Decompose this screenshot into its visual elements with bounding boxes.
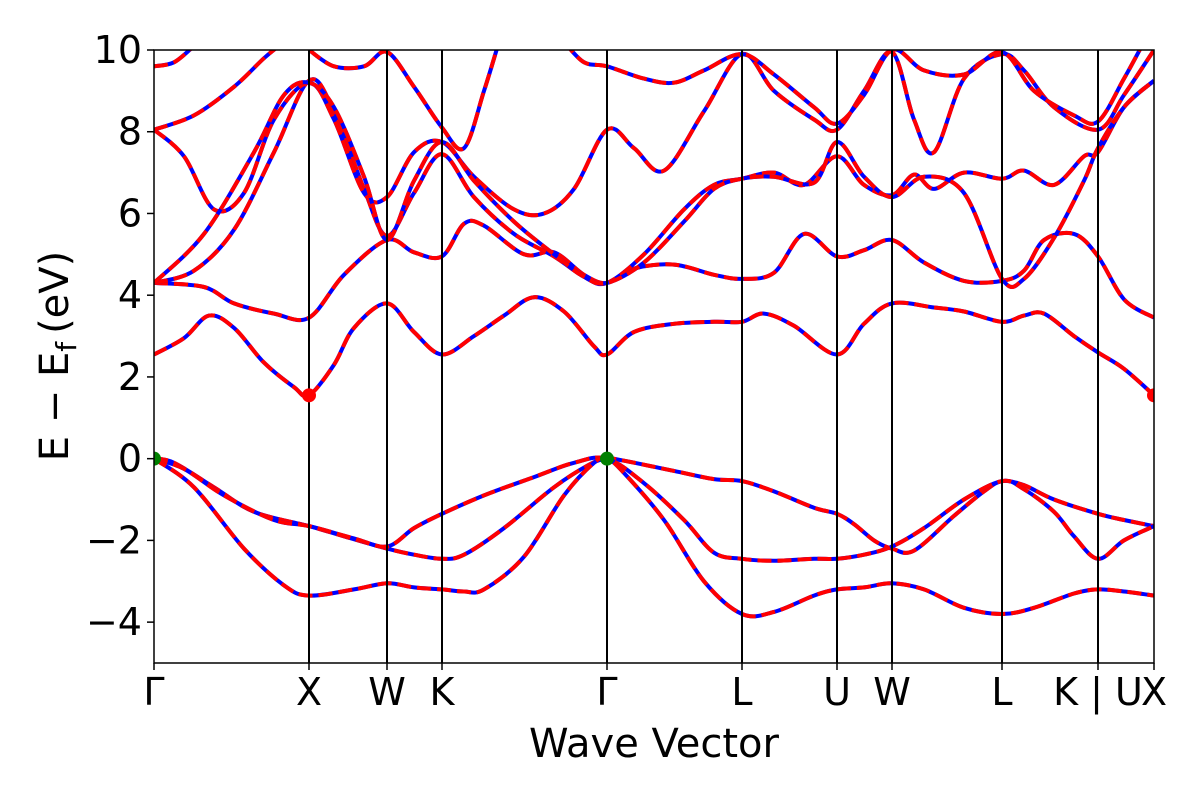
markers-group [154, 388, 1154, 466]
band-5-line [154, 77, 1154, 287]
x-tick-label-8: L [991, 670, 1012, 714]
y-tick-label-2: 0 [118, 437, 142, 481]
x-tick-label-2: W [368, 670, 406, 714]
bands-group [154, 50, 1154, 619]
x-tick-label-5: L [731, 670, 752, 714]
kpoint-lines-group [308, 50, 1099, 663]
band-4-line [154, 218, 1154, 323]
y-tick-label-5: 6 [118, 191, 142, 235]
band-6-line [154, 50, 1154, 218]
y-tick-label-7: 10 [94, 28, 142, 72]
plot-frame [153, 49, 1155, 664]
band-edge-marker-0 [154, 451, 161, 466]
x-axis-label: Wave Vector [529, 721, 780, 767]
band-3-line [154, 295, 1154, 399]
x-tick-label-3: K [430, 670, 456, 714]
y-axis-label: E − Ef (eV) [32, 251, 83, 462]
band-8-overlay [154, 50, 277, 132]
band-8-line [154, 50, 277, 132]
y-axis-label-main: E − E [32, 352, 78, 462]
band-11-overlay [154, 50, 193, 69]
band-1-overlay [154, 455, 1154, 563]
band-edge-marker-2 [302, 388, 316, 403]
band-7-overlay [154, 79, 1154, 289]
x-tick-label-1: X [296, 670, 322, 714]
y-tick-label-4: 4 [118, 273, 142, 317]
band-10-overlay [568, 50, 1142, 126]
band-3-overlay [154, 295, 1154, 399]
x-tick-label-9: K | U [1053, 670, 1143, 715]
y-axis-label-sub: f [50, 341, 83, 352]
x-tick-label-10: X [1141, 670, 1167, 714]
x-tick-label-0: Γ [143, 670, 164, 714]
x-tick-label-7: W [873, 670, 911, 714]
band-9-overlay [307, 50, 499, 152]
band-2-overlay [154, 455, 1154, 619]
y-tick-label-3: 2 [118, 355, 142, 399]
band-4-overlay [154, 218, 1154, 323]
y-ticks-group: −4 −2 0 2 4 6 8 10 [86, 28, 154, 644]
y-tick-label-0: −4 [86, 600, 142, 644]
y-tick-label-6: 8 [118, 110, 142, 154]
band-6-overlay [154, 50, 1154, 218]
x-tick-label-6: U [823, 670, 851, 714]
y-tick-label-1: −2 [86, 518, 142, 562]
band-edge-marker-1 [600, 451, 614, 466]
x-tick-label-4: Γ [596, 670, 617, 714]
band-edge-marker-3 [1147, 388, 1154, 403]
y-axis-label-unit: (eV) [32, 251, 78, 334]
